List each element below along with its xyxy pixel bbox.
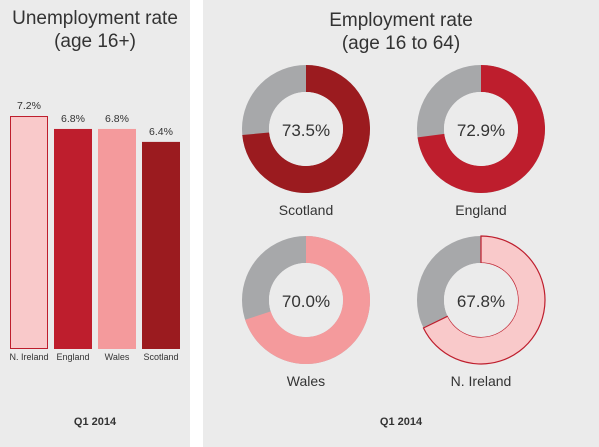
donut-category-label: Wales [287,373,325,389]
employment-title-line1: Employment rate [329,10,473,31]
bar-value-label: 6.8% [61,113,85,125]
donut-hole [444,92,518,166]
employment-period-label: Q1 2014 [379,416,423,428]
donut-scotland: 73.5% Scotland [242,65,370,218]
unemployment-bar-chart: 7.2% N. Ireland 6.8% England 6.8% Wales 6.4% Sc… [9,100,180,362]
bar-category-label: Scotland [143,352,178,362]
donut-value-arc [242,65,370,193]
donut-category-label: Scotland [279,202,333,218]
donut-value-label: 72.9% [457,121,505,140]
donut-value-label: 73.5% [282,121,330,140]
donut-value-arc [417,65,545,193]
donut-category-label: N. Ireland [451,373,512,389]
donut-hole [269,263,343,337]
bar-value-label: 6.8% [105,113,129,125]
bar-england [54,128,92,349]
bar-value-label: 7.2% [17,100,41,112]
bar-wales [98,128,136,349]
bar-category-label: N. Ireland [9,352,48,362]
donut-hole [444,263,518,337]
bar-n-ireland [10,116,48,350]
bar-category-label: Wales [105,352,130,362]
bar-value-label: 6.4% [149,126,173,138]
donut-value-label: 67.8% [457,292,505,311]
employment-panel: Employment rate (age 16 to 64) 73.5% Scot… [203,0,599,447]
unemployment-title-line2: (age 16+) [54,31,136,52]
employment-title-line2: (age 16 to 64) [341,33,461,54]
bar-scotland [142,141,180,349]
donut-value-label: 70.0% [282,292,330,311]
employment-donut-charts: 73.5% Scotland 72.9% England 70.0% Wales 67.8%… [242,65,546,389]
bar-category-label: England [56,352,89,362]
donut-n-ireland: 67.8% N. Ireland [417,235,546,389]
employment-title: Employment rate (age 16 to 64) [203,9,599,55]
donut-hole [269,92,343,166]
donut-category-label: England [455,202,506,218]
unemployment-panel: Unemployment rate (age 16+) 7.2% N. Irela… [0,0,190,447]
unemployment-title-line1: Unemployment rate [12,8,178,29]
donut-value-arc [245,236,370,364]
donut-england: 72.9% England [417,65,545,218]
unemployment-title: Unemployment rate (age 16+) [0,7,190,53]
donut-wales: 70.0% Wales [242,236,370,389]
unemployment-period-label: Q1 2014 [73,416,117,428]
